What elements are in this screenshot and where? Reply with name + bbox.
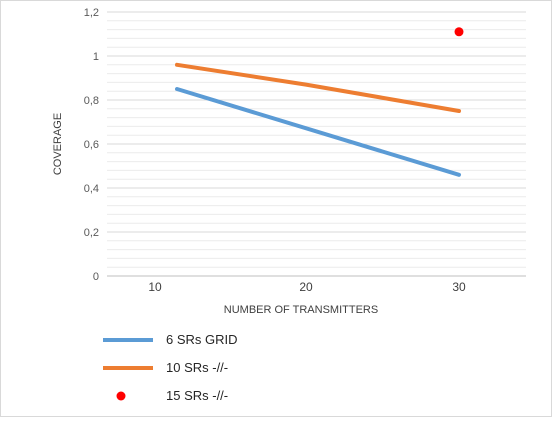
- x-tick-label: 20: [299, 280, 313, 294]
- y-tick-label: 0,4: [84, 183, 99, 195]
- y-tick-label: 0: [93, 271, 99, 283]
- x-tick-label: 30: [452, 280, 466, 294]
- legend-label: 10 SRs -//-: [166, 360, 228, 375]
- series-line-0: [175, 87, 461, 177]
- legend: 6 SRs GRID 10 SRs -//- 15 SRs -//-: [103, 332, 238, 403]
- series-marker-2: [454, 27, 464, 37]
- y-axis-title: COVERAGE: [52, 113, 64, 175]
- legend-label: 15 SRs -//-: [166, 388, 228, 403]
- legend-swatch-marker: [116, 391, 126, 401]
- y-tick-label: 0,6: [84, 139, 99, 151]
- y-tick-label: 0,8: [84, 95, 99, 107]
- x-axis-title: NUMBER OF TRANSMITTERS: [224, 304, 378, 316]
- y-tick-label: 1: [93, 51, 99, 63]
- x-tick-label: 10: [148, 280, 162, 294]
- legend-label: 6 SRs GRID: [166, 332, 238, 347]
- series-line-1: [175, 62, 461, 113]
- data-series: [175, 27, 464, 177]
- y-tick-label: 0,2: [84, 227, 99, 239]
- y-tick-label: 1,2: [84, 7, 99, 19]
- axes: 0 0,2 0,4 0,6 0,8 1 1,2 10 20 30 NUMBER OF TRANSMI…: [52, 7, 526, 316]
- grid-lines: [107, 11, 526, 277]
